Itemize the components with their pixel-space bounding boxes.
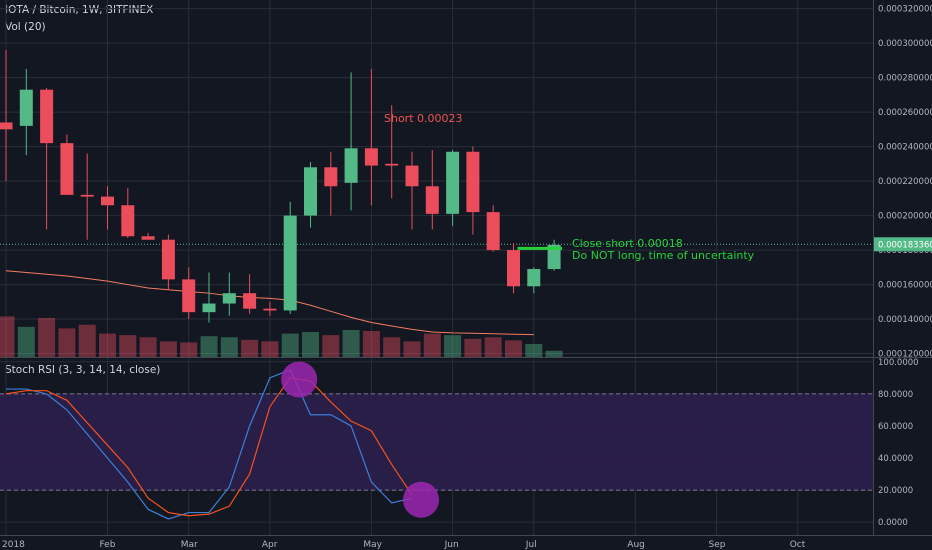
- candle-body: [101, 196, 114, 206]
- candle-body: [486, 212, 500, 251]
- moving-average-line: [5, 270, 534, 336]
- volume-bar: [322, 335, 340, 357]
- volume-bar: [525, 344, 543, 357]
- candle-body: [344, 148, 358, 183]
- annotation-short: Short 0.00023: [384, 112, 463, 125]
- volume-bar: [200, 336, 218, 357]
- time-axis-label: Aug: [627, 540, 645, 550]
- stoch-rsi-title: Stoch RSI (3, 3, 14, 14, close): [5, 364, 161, 376]
- price-axis-label: 0.000200000: [878, 212, 932, 222]
- volume-bar: [139, 337, 157, 357]
- annotation-uncertainty: Do NOT long, time of uncertainty: [572, 249, 755, 262]
- volume-bar: [99, 333, 116, 357]
- highlight-marker: [281, 361, 318, 398]
- time-axis-label: Apr: [262, 540, 278, 550]
- last-price-tag: [874, 237, 932, 252]
- volume-bar: [241, 339, 259, 357]
- volume-bar: [119, 335, 137, 357]
- candle-body: [304, 167, 317, 216]
- candle-body: [446, 151, 460, 214]
- price-axis-label: 0.000140000: [878, 315, 932, 325]
- candle-body: [0, 122, 13, 130]
- volume-bar: [403, 341, 421, 357]
- price-axis-label: 0.000300000: [878, 39, 932, 49]
- time-axis-label: Mar: [181, 540, 198, 550]
- volume-bar: [17, 326, 35, 357]
- volume-bar: [505, 340, 522, 357]
- volume-bar: [0, 316, 15, 357]
- volume-bar: [159, 341, 177, 357]
- price-axis-label: 0.000320000: [878, 5, 932, 15]
- volume-bar: [444, 335, 462, 357]
- volume-bar: [58, 328, 76, 357]
- rsi-axis-label: 40.0000: [878, 454, 913, 464]
- candle-body: [283, 215, 297, 311]
- price-axis-label: 0.000160000: [878, 281, 932, 291]
- annotation-close-short: Close short 0.00018: [572, 237, 683, 250]
- volume-bar: [180, 342, 198, 357]
- candle-body: [425, 186, 439, 214]
- rsi-axis-label: 80.0000: [878, 390, 913, 400]
- volume-bar: [78, 324, 96, 357]
- rsi-axis-label: 60.0000: [878, 422, 913, 432]
- stoch-d-line: [5, 377, 413, 517]
- candle-body: [385, 163, 399, 166]
- candle-body: [40, 89, 54, 144]
- price-axis-label: 0.000280000: [878, 74, 932, 84]
- last-price-label: 0.000183360: [878, 240, 932, 250]
- volume-bar: [484, 337, 502, 357]
- stoch-k-line: [6, 369, 413, 520]
- stoch-rsi-band: [0, 393, 873, 491]
- volume-bar: [423, 333, 441, 357]
- candle-body: [243, 293, 257, 309]
- time-axis-label: May: [363, 540, 382, 550]
- candle-body: [182, 279, 196, 313]
- volume-bar: [220, 337, 238, 357]
- price-axis-label: 0.000240000: [878, 143, 932, 153]
- time-axis-label: Sep: [709, 540, 726, 550]
- candle-body: [121, 205, 135, 237]
- time-axis-label: Oct: [790, 540, 806, 550]
- volume-bar: [383, 337, 401, 357]
- price-axis-label: 0.000260000: [878, 108, 932, 118]
- candle-body: [222, 293, 236, 304]
- price-axis-label: 0.000220000: [878, 177, 932, 187]
- candle-body: [405, 165, 419, 187]
- candle-body: [19, 89, 33, 126]
- volume-bar: [362, 331, 380, 357]
- rsi-axis-label: 100.0000: [878, 358, 919, 368]
- candle-body: [80, 194, 94, 197]
- rsi-axis-label: 20.0000: [878, 486, 913, 496]
- candle-body: [527, 269, 541, 287]
- volume-bar: [342, 329, 360, 357]
- volume-bar: [464, 338, 482, 357]
- time-axis-label: Jul: [525, 540, 537, 550]
- volume-bar: [281, 333, 299, 357]
- volume-bar: [261, 341, 279, 357]
- time-axis-label: 2018: [2, 540, 25, 550]
- volume-bar: [38, 318, 56, 357]
- price-axis-label: 0.000120000: [878, 350, 932, 360]
- candle-body: [547, 244, 561, 270]
- candle-body: [466, 151, 480, 213]
- volume-bar: [302, 332, 319, 357]
- candle-body: [364, 148, 378, 166]
- candle-body: [507, 250, 520, 287]
- volume-bar: [545, 350, 563, 357]
- candle-body: [202, 303, 216, 313]
- candle-body: [324, 167, 338, 187]
- time-axis-label: Feb: [100, 540, 116, 550]
- volume-label: Vol (20): [5, 21, 46, 33]
- rsi-axis-label: 0.0000: [878, 518, 908, 528]
- time-axis-label: Jun: [444, 540, 459, 550]
- candle-body: [60, 143, 74, 195]
- candle-body: [161, 239, 175, 280]
- candle-body: [263, 308, 277, 311]
- highlight-marker: [403, 481, 439, 518]
- candle-body: [141, 236, 155, 240]
- chart-title: IOTA / Bitcoin, 1W, BITFINEX: [5, 4, 154, 16]
